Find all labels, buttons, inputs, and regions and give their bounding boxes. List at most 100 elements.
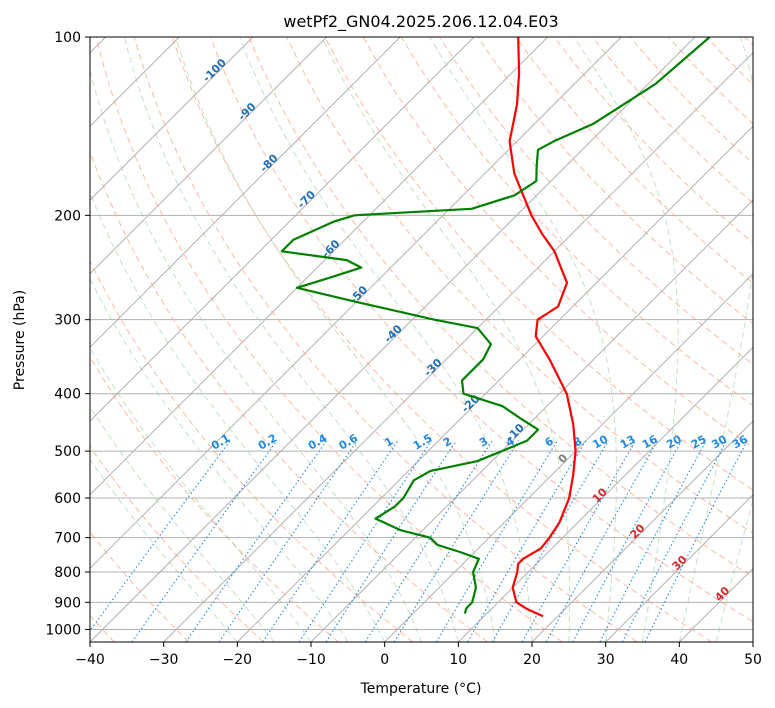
x-tick-label: −20	[223, 652, 253, 668]
moist-adiabat-line	[678, 37, 753, 642]
isotherm-line	[90, 37, 254, 201]
dry-adiabat-line	[515, 37, 753, 284]
mixing-ratio-line	[467, 440, 587, 642]
isotherm-line	[90, 37, 475, 422]
mixing-ratio-line	[185, 440, 328, 642]
isotherm-line	[236, 125, 753, 642]
y-axis-ticks: 100 200 300 400 500 600 700 800 900 1000	[45, 30, 90, 638]
mixing-ratio-label: 10	[590, 432, 610, 451]
dry-adiabat-line	[744, 37, 753, 47]
mixing-ratio-line	[491, 440, 609, 642]
mixing-ratio-line	[325, 440, 457, 642]
isotherm-label: -80	[257, 151, 280, 174]
dry-adiabat-line	[90, 445, 264, 642]
mixing-ratio-label: 25	[689, 433, 709, 452]
x-tick-label: 30	[597, 652, 615, 668]
moist-adiabat-line	[752, 640, 753, 642]
y-tick-label: 900	[54, 595, 81, 611]
mixing-ratio-label: 0.1	[209, 432, 232, 453]
isotherm-label: -30	[421, 356, 444, 379]
x-tick-label: 40	[670, 652, 688, 668]
mixing-ratio-line	[572, 440, 683, 642]
isotherm-label: -70	[295, 188, 318, 211]
x-tick-label: −30	[149, 652, 179, 668]
mixing-ratio-line	[218, 440, 358, 642]
dry-adiabat-line	[171, 37, 712, 642]
moist-adiabat-line	[90, 277, 349, 642]
isotherm-label: 20	[628, 521, 648, 541]
isotherm-label: -100	[200, 56, 229, 85]
dry-adiabat-line	[95, 37, 563, 642]
dry-adiabat-line	[248, 37, 753, 578]
moist-adiabat-line	[123, 37, 459, 642]
isotherm-label: -40	[382, 322, 405, 345]
isotherm-line	[90, 37, 622, 570]
moist-adiabat-line	[90, 458, 238, 642]
moist-adiabat-line	[90, 68, 422, 642]
x-tick-label: 10	[449, 652, 467, 668]
y-tick-label: 200	[54, 208, 81, 224]
y-tick-label: 100	[54, 30, 81, 46]
dry-adiabat-line	[90, 150, 488, 642]
mixing-ratio-line	[621, 440, 728, 642]
moist-adiabat-line	[573, 37, 679, 642]
isotherm-line	[605, 493, 753, 642]
mixing-ratio-line	[131, 440, 278, 642]
mixing-ratio-line	[599, 440, 707, 642]
dry-adiabat-line	[591, 37, 753, 204]
mixing-ratio-line	[298, 440, 432, 642]
mixing-ratio-label: 0.2	[256, 432, 279, 453]
moist-adiabat-line	[429, 37, 617, 642]
isotherm-line	[310, 199, 753, 642]
moist-adiabat-line	[90, 405, 275, 642]
y-axis-label: Pressure (hPa)	[12, 290, 28, 390]
mixing-ratio-label: 36	[730, 432, 750, 451]
dry-adiabat-line	[133, 37, 638, 642]
isotherm-label: -90	[235, 100, 258, 123]
mixing-ratio-line	[262, 440, 399, 642]
dry-adiabat-line	[324, 37, 753, 491]
mixing-ratio-label: 0.4	[306, 431, 330, 452]
isotherm-line	[90, 37, 328, 275]
x-tick-label: −10	[296, 652, 326, 668]
temperature-profile-line	[508, 37, 577, 618]
y-tick-label: 800	[54, 565, 81, 581]
dry-adiabat-line	[553, 37, 753, 244]
dewpoint-profile-line	[280, 37, 711, 614]
x-tick-label: 20	[523, 652, 541, 668]
dry-adiabat-line	[90, 356, 339, 642]
isotherm-label: 40	[712, 584, 732, 604]
y-tick-label: 400	[54, 387, 81, 403]
mixing-ratio-label: 30	[709, 432, 729, 451]
moist-adiabat-line	[90, 191, 386, 642]
moist-adiabat-line	[239, 37, 533, 642]
y-tick-label: 300	[54, 313, 81, 329]
dry-adiabat-line	[286, 37, 753, 534]
plot-frame	[89, 36, 754, 643]
mixing-ratio-line	[644, 440, 748, 642]
isotherm-label: 10	[590, 485, 610, 505]
mixing-ratio-line	[435, 440, 558, 642]
mixing-ratio-label: 1.5	[411, 432, 434, 453]
x-tick-label: −40	[75, 652, 105, 668]
moist-adiabat-line	[175, 37, 496, 642]
mixing-ratio-line	[393, 440, 520, 642]
isotherm-line	[163, 51, 753, 642]
mixing-ratio-label: 1	[382, 435, 395, 450]
mixing-ratio-line	[521, 440, 637, 642]
mixing-ratio-label: 13	[618, 433, 638, 452]
background-lines	[90, 37, 753, 642]
y-tick-label: 600	[54, 491, 81, 507]
dry-adiabat-line	[90, 531, 190, 642]
isotherm-line	[90, 37, 549, 496]
isotherm-line	[384, 272, 753, 642]
x-axis-ticks: −40 −30 −20 −10 0 10 20 30 40 50	[75, 642, 762, 668]
y-tick-label: 1000	[45, 622, 81, 638]
isotherm-line	[678, 567, 753, 642]
x-tick-label: 0	[380, 652, 389, 668]
mixing-ratio-label: 3	[477, 435, 490, 450]
dry-adiabat-line	[706, 37, 753, 86]
mixing-ratio-line	[364, 440, 493, 642]
